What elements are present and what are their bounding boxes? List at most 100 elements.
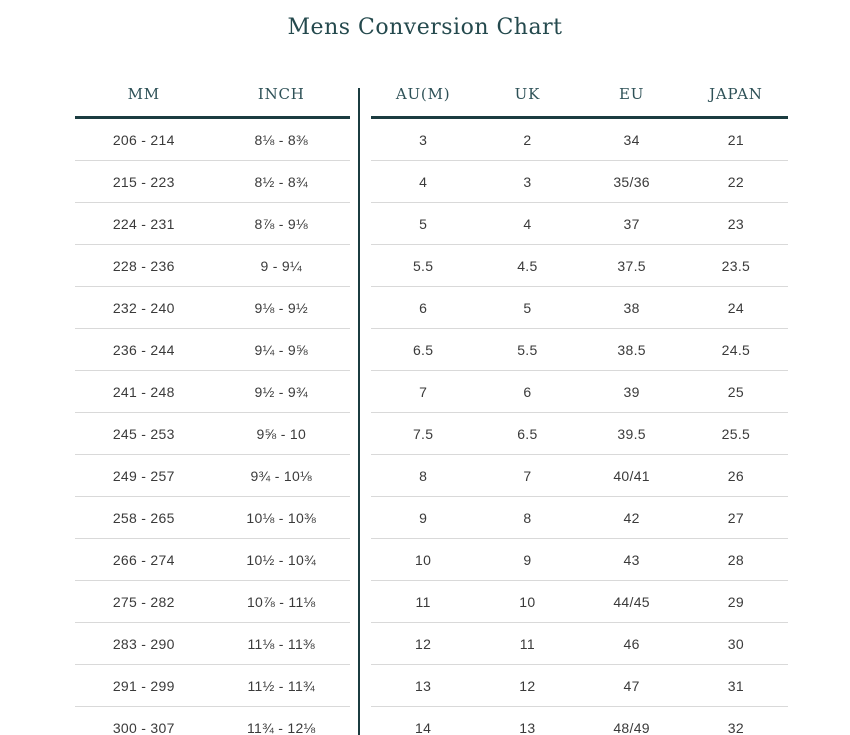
table-row: 12 11 46 30 <box>371 622 788 665</box>
table-row: 236 - 244 9¼ - 9⅝ <box>75 328 350 371</box>
table-cell: 8 <box>371 454 476 497</box>
mm-inch-table-head: MM INCH <box>75 77 350 119</box>
table-row: 6 5 38 24 <box>371 286 788 329</box>
table-cell: 42 <box>579 496 684 539</box>
table-cell: 6.5 <box>371 328 476 371</box>
table-cell: 8 <box>475 496 580 539</box>
au-uk-eu-japan-table: AU(M) UK EU JAPAN 3 2 34 21 4 3 35/36 22 5 4 37 23 5.5 4… <box>371 77 788 735</box>
column-header-aum: AU(M) <box>371 77 476 119</box>
vertical-divider <box>358 88 360 735</box>
table-cell: 27 <box>683 496 788 539</box>
table-cell: 7 <box>371 370 476 413</box>
table-cell: 25.5 <box>683 412 788 455</box>
table-cell: 29 <box>683 580 788 623</box>
table-cell: 9 - 9¼ <box>212 244 350 287</box>
table-row: 241 - 248 9½ - 9¾ <box>75 370 350 413</box>
table-cell: 9¾ - 10⅛ <box>212 454 350 497</box>
table-row: 258 - 265 10⅛ - 10⅜ <box>75 496 350 539</box>
table-cell: 224 - 231 <box>75 202 213 245</box>
table-cell: 26 <box>683 454 788 497</box>
table-cell: 5 <box>475 286 580 329</box>
table-row: 14 13 48/49 32 <box>371 706 788 735</box>
table-cell: 7 <box>475 454 580 497</box>
table-cell: 24.5 <box>683 328 788 371</box>
table-cell: 5 <box>371 202 476 245</box>
table-row: 291 - 299 11½ - 11¾ <box>75 664 350 707</box>
table-cell: 31 <box>683 664 788 707</box>
table-cell: 283 - 290 <box>75 622 213 665</box>
table-cell: 12 <box>371 622 476 665</box>
table-cell: 5.5 <box>475 328 580 371</box>
table-row: 206 - 214 8⅛ - 8⅜ <box>75 117 350 161</box>
header-row: MM INCH <box>75 77 350 119</box>
mm-inch-table: MM INCH 206 - 214 8⅛ - 8⅜ 215 - 223 8½ - 8¾ 2… <box>75 77 350 735</box>
table-row: 7.5 6.5 39.5 25.5 <box>371 412 788 455</box>
table-cell: 3 <box>475 160 580 203</box>
tables-container: MM INCH 206 - 214 8⅛ - 8⅜ 215 - 223 8½ - 8¾ 2… <box>75 77 788 735</box>
table-cell: 48/49 <box>579 706 684 735</box>
table-cell: 206 - 214 <box>75 117 213 161</box>
table-cell: 6 <box>475 370 580 413</box>
table-row: 5 4 37 23 <box>371 202 788 245</box>
table-cell: 38.5 <box>579 328 684 371</box>
table-cell: 39 <box>579 370 684 413</box>
table-cell: 9⅝ - 10 <box>212 412 350 455</box>
table-cell: 6 <box>371 286 476 329</box>
table-cell: 9 <box>371 496 476 539</box>
table-cell: 10⅛ - 10⅜ <box>212 496 350 539</box>
table-cell: 11⅛ - 11⅜ <box>212 622 350 665</box>
table-cell: 39.5 <box>579 412 684 455</box>
table-cell: 24 <box>683 286 788 329</box>
table-cell: 35/36 <box>579 160 684 203</box>
table-cell: 9⅛ - 9½ <box>212 286 350 329</box>
table-cell: 3 <box>371 117 476 161</box>
table-cell: 9½ - 9¾ <box>212 370 350 413</box>
table-row: 10 9 43 28 <box>371 538 788 581</box>
table-row: 300 - 307 11¾ - 12⅛ <box>75 706 350 735</box>
au-uk-eu-japan-table-head: AU(M) UK EU JAPAN <box>371 77 788 119</box>
table-cell: 266 - 274 <box>75 538 213 581</box>
table-cell: 38 <box>579 286 684 329</box>
table-cell: 13 <box>371 664 476 707</box>
column-header-japan: JAPAN <box>683 77 788 119</box>
table-cell: 8⅛ - 8⅜ <box>212 117 350 161</box>
table-cell: 37 <box>579 202 684 245</box>
table-cell: 10 <box>371 538 476 581</box>
table-row: 13 12 47 31 <box>371 664 788 707</box>
table-cell: 34 <box>579 117 684 161</box>
table-cell: 228 - 236 <box>75 244 213 287</box>
table-cell: 10½ - 10¾ <box>212 538 350 581</box>
table-cell: 9 <box>475 538 580 581</box>
table-cell: 5.5 <box>371 244 476 287</box>
table-cell: 23.5 <box>683 244 788 287</box>
table-row: 228 - 236 9 - 9¼ <box>75 244 350 287</box>
table-row: 232 - 240 9⅛ - 9½ <box>75 286 350 329</box>
mm-inch-table-body: 206 - 214 8⅛ - 8⅜ 215 - 223 8½ - 8¾ 224 - 23… <box>75 117 350 735</box>
table-cell: 13 <box>475 706 580 735</box>
table-cell: 6.5 <box>475 412 580 455</box>
column-header-uk: UK <box>475 77 580 119</box>
table-row: 249 - 257 9¾ - 10⅛ <box>75 454 350 497</box>
table-cell: 215 - 223 <box>75 160 213 203</box>
table-row: 4 3 35/36 22 <box>371 160 788 203</box>
table-cell: 4 <box>371 160 476 203</box>
table-cell: 8⅞ - 9⅛ <box>212 202 350 245</box>
table-cell: 37.5 <box>579 244 684 287</box>
header-row: AU(M) UK EU JAPAN <box>371 77 788 119</box>
table-cell: 275 - 282 <box>75 580 213 623</box>
table-row: 275 - 282 10⅞ - 11⅛ <box>75 580 350 623</box>
table-row: 8 7 40/41 26 <box>371 454 788 497</box>
table-cell: 245 - 253 <box>75 412 213 455</box>
table-row: 5.5 4.5 37.5 23.5 <box>371 244 788 287</box>
table-cell: 300 - 307 <box>75 706 213 735</box>
table-cell: 10⅞ - 11⅛ <box>212 580 350 623</box>
table-cell: 11 <box>475 622 580 665</box>
table-cell: 22 <box>683 160 788 203</box>
table-cell: 241 - 248 <box>75 370 213 413</box>
table-row: 7 6 39 25 <box>371 370 788 413</box>
table-cell: 32 <box>683 706 788 735</box>
table-cell: 232 - 240 <box>75 286 213 329</box>
column-header-mm: MM <box>75 77 213 119</box>
table-cell: 23 <box>683 202 788 245</box>
table-cell: 44/45 <box>579 580 684 623</box>
